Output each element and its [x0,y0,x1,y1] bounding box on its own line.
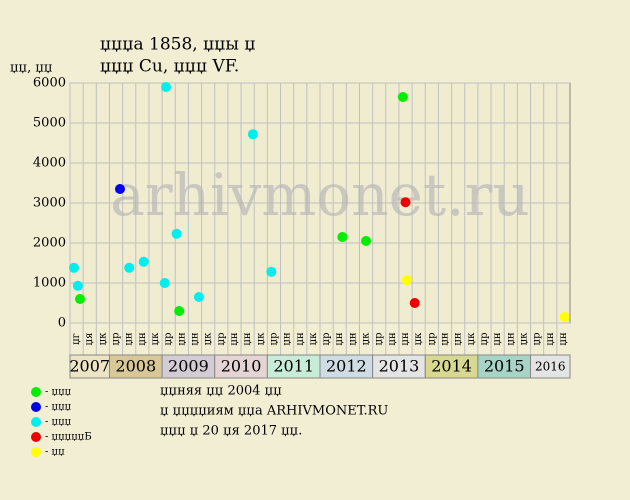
year-label: 2010 [221,357,262,376]
point [68,262,79,273]
x-tick-label: џр [532,333,543,346]
note: џ џџџџиям џџа ARHIVMONET.RU [160,404,388,419]
x-tick-label: џн [387,332,398,346]
x-tick-label: џр [321,333,332,346]
x-tick-label: џр [268,333,279,346]
year-label: 2007 [69,357,110,376]
point [409,298,420,308]
point [161,82,172,92]
x-tick-label: џн [440,332,451,346]
watermark: arhivmonet.ru [110,161,529,229]
legend-label: - џџџ [45,387,72,398]
x-tick-label: џк [255,332,266,346]
x-tick-label: џн [242,332,253,346]
x-tick-label: џн [176,332,187,346]
point [171,228,182,239]
point [174,306,185,316]
x-tick-label: џг [71,333,82,345]
point [247,129,258,140]
x-tick-label: џк [413,332,424,346]
x-tick-label: џн [190,332,201,346]
point [115,184,125,194]
x-tick-label: џр [374,333,385,346]
x-tick-label: џн [453,332,464,346]
y-tick-label: 0 [58,316,66,331]
year-label: 2014 [431,357,472,376]
x-tick-label: џн [229,332,240,346]
note: џџџ џ 20 џя 2017 џџ. [160,424,302,439]
x-tick-label: џк [361,332,372,346]
x-tick-label: џк [308,332,319,346]
x-tick-label: џн [334,332,345,346]
x-tick-label: џн [295,332,306,346]
point [72,280,83,291]
point [138,256,149,267]
x-tick-label: џр [111,333,122,346]
x-tick-label: џн [492,332,503,346]
point [400,197,411,208]
y-tick-label: 2000 [33,236,66,251]
legend-swatch [31,432,41,442]
y-tick-label: 6000 [33,76,66,91]
legend-label: - џџ [45,447,65,458]
x-tick-label: џн [347,332,358,346]
point [193,292,204,302]
chart-title: џџџа 1858, џџы џ [100,35,255,55]
legend-label: - џџџџџБ [45,432,92,443]
x-tick-label: џр [216,333,227,346]
legend-swatch [31,447,41,457]
x-tick-label: џк [518,332,529,346]
x-tick-label: џн [124,332,135,346]
point [124,262,135,273]
x-tick-label: џк [150,332,161,346]
y-tick-label: 1000 [33,276,66,291]
chart-subtitle: џџџ Cu, џџџ VF. [100,57,239,77]
x-tick-label: џн [137,332,148,346]
legend-label: - џџџ [45,417,72,428]
year-label: 2012 [326,357,367,376]
y-tick-label: 3000 [33,196,66,211]
y-axis-label: џџ, џџ [10,61,53,76]
x-tick-label: џр [479,333,490,346]
x-tick-label: џн [400,332,411,346]
point [75,294,85,304]
point [401,275,412,286]
note: џџняя џџ 2004 џџ [160,384,282,399]
year-label: 2013 [379,357,420,376]
x-tick-label: џк [466,332,477,346]
x-tick-label: џр [163,333,174,346]
x-tick-label: џн [545,332,556,346]
point [559,312,570,322]
legend-swatch [31,402,41,412]
x-tick-label: џн [282,332,293,346]
year-label: 2016 [535,360,566,374]
point [266,266,277,277]
legend-swatch [31,417,41,427]
year-label: 2015 [484,357,525,376]
point [361,236,372,246]
year-label: 2008 [115,357,156,376]
legend-swatch [31,387,41,397]
point [337,232,348,242]
year-label: 2011 [273,357,314,376]
x-tick-label: џн [505,332,516,346]
year-label: 2009 [168,357,209,376]
year-band [530,354,571,379]
x-tick-label: џя [84,333,95,346]
x-tick-label: џр [426,333,437,346]
point [159,278,170,288]
x-tick-label: џк [97,332,108,346]
point [397,92,408,102]
y-tick-label: 4000 [33,156,66,171]
x-tick-label: џк [203,332,214,346]
y-tick-label: 5000 [33,116,66,131]
legend-label: - џџџ [45,402,72,413]
x-tick-label: џн [558,332,569,346]
